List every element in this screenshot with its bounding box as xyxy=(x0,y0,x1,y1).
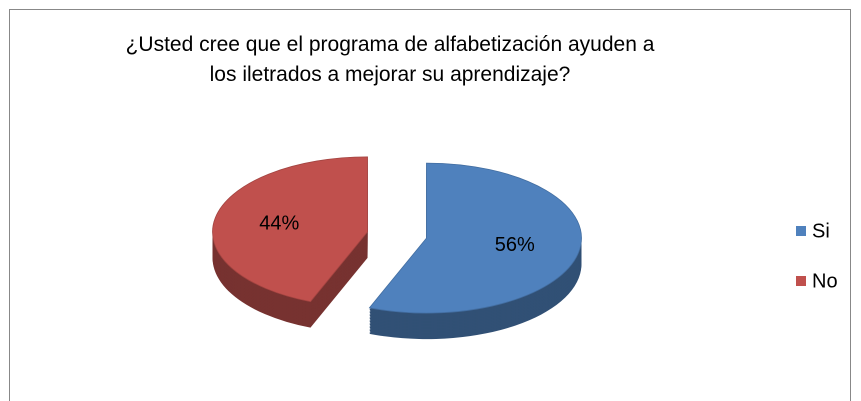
data-label: 56% xyxy=(495,234,535,256)
chart-border xyxy=(9,9,851,401)
slice xyxy=(212,156,368,303)
chart-title: ¿Usted cree que el programa de alfabetiz… xyxy=(125,33,655,86)
legend-label: Si xyxy=(812,220,830,242)
legend-label: No xyxy=(812,270,838,292)
slice xyxy=(368,162,582,314)
legend-swatch xyxy=(796,226,806,236)
data-label: 44% xyxy=(259,212,299,234)
legend-swatch xyxy=(796,276,806,286)
